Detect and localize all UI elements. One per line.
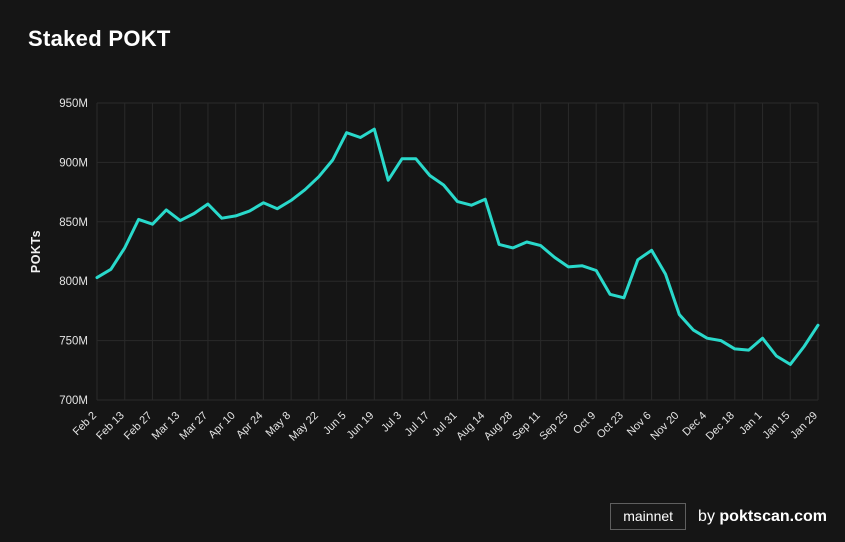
network-badge[interactable]: mainnet: [610, 503, 687, 530]
x-tick-label: Dec 18: [704, 410, 737, 443]
staked-pokt-series-line: [95, 127, 820, 366]
y-tick-label: 850M: [59, 217, 88, 229]
y-tick-label: 800M: [59, 276, 88, 288]
y-tick-label: 900M: [59, 157, 88, 169]
x-tick-label: Feb 27: [122, 410, 155, 443]
x-tick-label: Apr 24: [234, 410, 265, 441]
x-tick-label: Mar 13: [150, 410, 183, 443]
by-label: by: [698, 507, 715, 525]
y-tick-label: 950M: [59, 98, 88, 110]
x-tick-label: Feb 13: [94, 410, 127, 443]
y-axis-title: POKTs: [29, 230, 43, 273]
y-tick-label: 750M: [59, 336, 88, 348]
x-tick-label: Oct 23: [595, 410, 626, 441]
x-tick-label: Aug 28: [482, 410, 515, 443]
brand-line: by poktscan.com: [698, 508, 827, 526]
y-tick-label: 700M: [59, 395, 88, 407]
x-tick-label: May 22: [287, 410, 321, 444]
x-tick-label: Jul 3: [379, 410, 404, 435]
x-tick-label: Sep 11: [510, 410, 543, 443]
x-tick-label: Mar 27: [177, 410, 210, 443]
x-tick-label: Apr 10: [206, 410, 237, 441]
footer: mainnet by poktscan.com: [610, 503, 827, 530]
x-tick-label: Jan 15: [761, 410, 793, 442]
x-tick-label: Aug 14: [454, 410, 487, 443]
page-title: Staked POKT: [28, 26, 171, 51]
x-tick-label: Jul 17: [403, 410, 432, 439]
x-tick-label: Jan 29: [788, 410, 820, 442]
x-tick-label: Jun 19: [345, 410, 377, 442]
x-tick-label: Nov 20: [648, 410, 681, 443]
x-tick-label: Sep 25: [537, 410, 570, 443]
brand-link[interactable]: poktscan.com: [719, 507, 827, 525]
